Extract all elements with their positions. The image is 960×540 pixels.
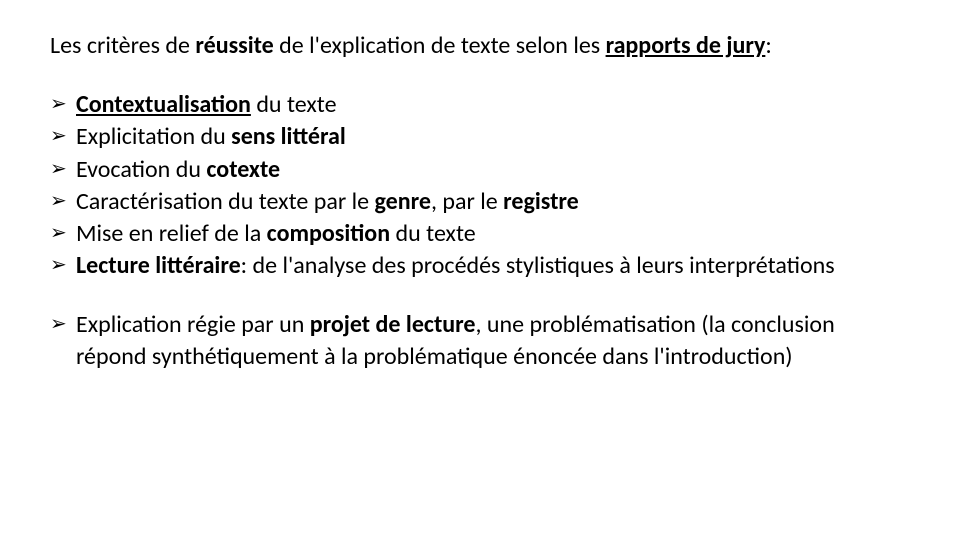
bullet-text: Explicitation du sens littéral (76, 121, 910, 152)
slide-title: Les critères de réussite de l'explicatio… (50, 30, 910, 61)
bullet-text: Caractérisation du texte par le genre, p… (76, 186, 910, 217)
bullet-item: ➢ Contextualisation du texte (50, 89, 910, 120)
bullet-item: ➢ Lecture littéraire: de l'analyse des p… (50, 250, 910, 281)
title-text-3: : (765, 31, 771, 60)
bullet-item: ➢ Mise en relief de la composition du te… (50, 218, 910, 249)
bullet-item: ➢ Explicitation du sens littéral (50, 121, 910, 152)
title-bold-1: réussite (195, 31, 273, 60)
bullet-item: ➢ Caractérisation du texte par le genre,… (50, 186, 910, 217)
chevron-right-icon: ➢ (50, 218, 76, 246)
bullet-text: Explication régie par un projet de lectu… (76, 309, 910, 371)
bullet-text: Evocation du cotexte (76, 154, 910, 185)
chevron-right-icon: ➢ (50, 89, 76, 117)
chevron-right-icon: ➢ (50, 186, 76, 214)
bullet-text: Lecture littéraire: de l'analyse des pro… (76, 250, 910, 281)
bullet-item: ➢ Evocation du cotexte (50, 154, 910, 185)
slide: Les critères de réussite de l'explicatio… (0, 0, 960, 540)
bullet-block-1: ➢ Contextualisation du texte ➢ Explicita… (50, 89, 910, 281)
title-text-1: Les critères de (50, 31, 195, 60)
bullet-item: ➢ Explication régie par un projet de lec… (50, 309, 910, 371)
bullet-text: Mise en relief de la composition du text… (76, 218, 910, 249)
bullet-block-2: ➢ Explication régie par un projet de lec… (50, 309, 910, 371)
title-text-2: de l'explication de texte selon les (274, 31, 606, 60)
chevron-right-icon: ➢ (50, 154, 76, 182)
chevron-right-icon: ➢ (50, 309, 76, 337)
bullet-text: Contextualisation du texte (76, 89, 910, 120)
chevron-right-icon: ➢ (50, 121, 76, 149)
title-bold-underline-1: rapports de jury (606, 31, 766, 60)
chevron-right-icon: ➢ (50, 250, 76, 278)
